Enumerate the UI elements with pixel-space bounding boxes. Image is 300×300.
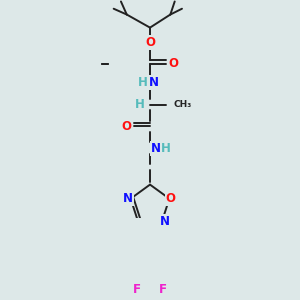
Text: N: N bbox=[149, 76, 159, 89]
Text: O: O bbox=[166, 192, 176, 205]
Text: H: H bbox=[161, 142, 171, 155]
Text: N: N bbox=[123, 192, 133, 205]
Text: N: N bbox=[151, 142, 161, 155]
Text: O: O bbox=[145, 36, 155, 49]
Text: H: H bbox=[135, 98, 145, 111]
Text: F: F bbox=[159, 283, 167, 296]
Text: F: F bbox=[133, 283, 141, 296]
Text: H: H bbox=[138, 76, 148, 89]
Text: O: O bbox=[168, 58, 178, 70]
Text: O: O bbox=[121, 120, 131, 133]
Text: N: N bbox=[160, 215, 170, 228]
Text: CH₃: CH₃ bbox=[173, 100, 191, 109]
